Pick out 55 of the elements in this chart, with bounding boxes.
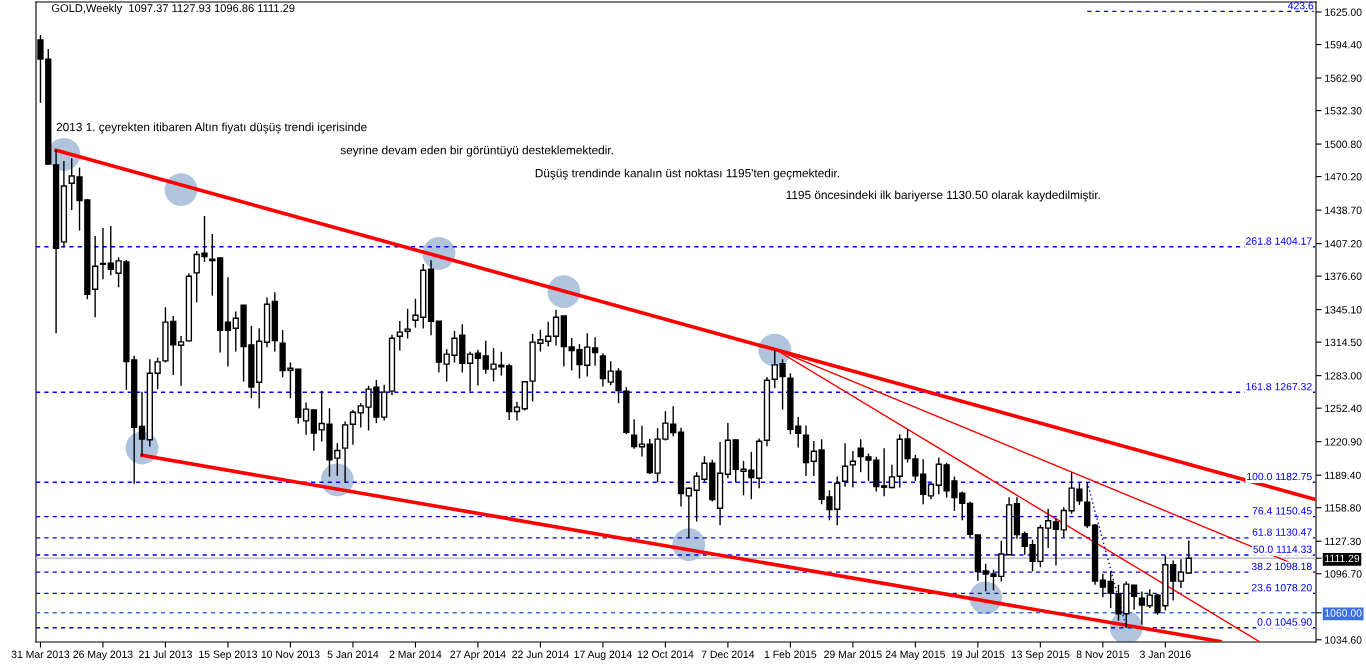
x-tick-label: 17 Aug 2014 <box>574 650 632 661</box>
ref-line-label: 61.8 1130.47 <box>1252 528 1312 536</box>
x-tick-label: 19 Jul 2015 <box>951 650 1005 658</box>
x-tick-label: 7 Dec 2014 <box>701 650 755 658</box>
y-tick-label: 1532.30 <box>1325 107 1362 115</box>
y-tick-label: 1220.90 <box>1325 438 1362 446</box>
x-tick-label: 12 Oct 2014 <box>637 650 694 658</box>
ref-line-label: 161.8 1267.32 <box>1246 382 1312 391</box>
y-tick-label: 1283.00 <box>1325 372 1362 380</box>
y-tick-label: 1127.30 <box>1325 537 1361 546</box>
x-tick-label: 15 Sep 2013 <box>199 650 258 661</box>
x-tick-label: 8 Nov 2015 <box>1076 650 1130 658</box>
y-tick-label: 1500.80 <box>1325 140 1362 148</box>
y-tick-label: 1625.00 <box>1325 8 1362 16</box>
y-tick-label: 1594.40 <box>1325 41 1362 49</box>
y-tick-label: 1060.00 <box>1325 609 1362 617</box>
ref-line-label: 50.0 1114.33 <box>1253 545 1312 553</box>
x-tick-label: 29 Mar 2015 <box>824 650 882 658</box>
annotation: 423.6 <box>1287 1 1314 10</box>
y-tick-label: 1345.10 <box>1325 306 1362 314</box>
y-tick-label: 1438.70 <box>1325 206 1362 214</box>
x-tick-label: 5 Jan 2014 <box>327 650 379 658</box>
y-tick-label: 1111.29 <box>1325 554 1360 563</box>
annotation: Düşüş trendinde kanalın üst noktası 1195'ten geçmektedir. <box>535 168 839 180</box>
ref-line-label: 100.0 1182.75 <box>1247 472 1312 481</box>
ref-line-label: 261.8 1404.17 <box>1246 237 1312 245</box>
y-tick-label: 1407.20 <box>1325 240 1362 248</box>
x-tick-label: 31 Mar 2013 <box>11 650 70 658</box>
ref-line-label: 76.4 1150.45 <box>1252 507 1312 515</box>
x-tick-label: 1 Feb 2015 <box>764 650 817 658</box>
y-tick-label: 1376.60 <box>1325 272 1362 280</box>
ref-line-label: 23.6 1078.20 <box>1251 583 1312 592</box>
y-tick-label: 1470.20 <box>1325 173 1362 181</box>
y-tick-label: 1252.40 <box>1325 404 1362 413</box>
x-tick-label: 21 Jul 2013 <box>139 650 192 658</box>
x-tick-label: 24 May 2015 <box>885 650 946 661</box>
y-tick-label: 1314.50 <box>1325 338 1362 347</box>
annotation: 1195 öncesindeki ilk bariyerse 1130.50 olarak kaydedilmiştir. <box>786 190 1100 202</box>
x-tick-label: 2 Mar 2014 <box>389 650 442 658</box>
y-tick-label: 1096.70 <box>1325 570 1362 578</box>
y-tick-label: 1189.40 <box>1325 471 1361 480</box>
y-tick-label: 1562.90 <box>1325 74 1362 82</box>
ref-line-label: 0.0 1045.90 <box>1257 618 1312 626</box>
x-tick-label: 10 Nov 2013 <box>261 650 320 658</box>
ref-line-label: 38.2 1098.18 <box>1251 562 1312 571</box>
y-tick-label: 1158.80 <box>1325 504 1361 512</box>
x-tick-label: 22 Jun 2014 <box>512 650 569 658</box>
x-tick-label: 27 Apr 2014 <box>450 650 506 661</box>
chart-title: GOLD,Weekly 1097.37 1127.93 1096.86 1111.29 <box>51 3 295 15</box>
annotation: 2013 1. çeyrekten itibaren Altın fiyatı düşüş trendi içerisinde <box>56 122 367 134</box>
annotation: seyrine devam eden bir görüntüyü desteklemektedir. <box>340 145 613 157</box>
x-tick-label: 26 May 2013 <box>73 650 133 661</box>
x-tick-label: 3 Jan 2016 <box>1139 650 1191 658</box>
x-tick-label: 13 Sep 2015 <box>1011 650 1070 661</box>
y-tick-label: 1034.60 <box>1325 636 1362 644</box>
